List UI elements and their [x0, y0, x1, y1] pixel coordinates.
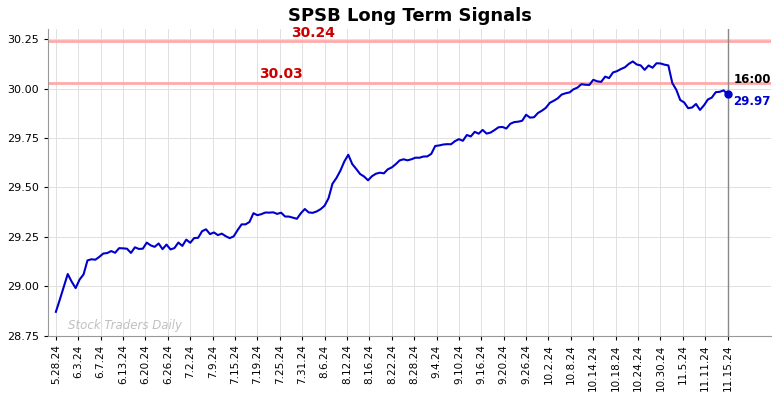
Text: 29.97: 29.97 — [734, 96, 771, 109]
Text: 30.03: 30.03 — [260, 67, 303, 82]
Text: 16:00: 16:00 — [734, 72, 771, 86]
Text: 30.24: 30.24 — [291, 26, 335, 40]
Title: SPSB Long Term Signals: SPSB Long Term Signals — [288, 7, 532, 25]
Text: Stock Traders Daily: Stock Traders Daily — [67, 319, 182, 332]
